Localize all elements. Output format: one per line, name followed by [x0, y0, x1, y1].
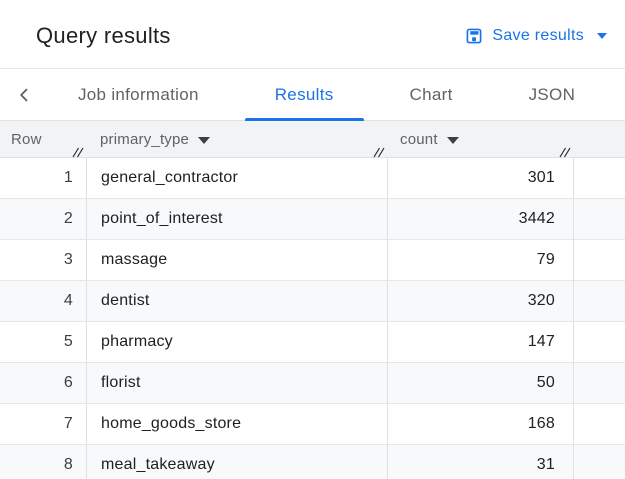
tab-job-information[interactable]: Job information [48, 69, 229, 120]
column-resize-handle[interactable] [372, 145, 385, 158]
table-body: 1 general_contractor 301 2 point_of_inte… [0, 158, 625, 479]
primary-type-cell: dentist [86, 281, 387, 321]
column-header-count: count [387, 121, 573, 158]
panel-header: Query results Save results [0, 0, 625, 68]
tab-label: Chart [409, 84, 453, 104]
tab-chart[interactable]: Chart [380, 69, 483, 120]
table-row: 6 florist 50 [0, 363, 625, 404]
primary-type-cell: general_contractor [86, 158, 387, 198]
save-results-label: Save results [492, 27, 584, 44]
table-row: 4 dentist 320 [0, 281, 625, 322]
primary-type-cell: pharmacy [86, 322, 387, 362]
table-row: 5 pharmacy 147 [0, 322, 625, 363]
primary-type-cell: home_goods_store [86, 404, 387, 444]
save-results-button[interactable]: Save results [463, 23, 609, 49]
column-header-filler [573, 121, 625, 157]
count-cell: 147 [387, 322, 573, 362]
row-number-cell: 6 [63, 374, 73, 391]
count-cell: 301 [387, 158, 573, 198]
table-row: 7 home_goods_store 168 [0, 404, 625, 445]
filler-cell [573, 322, 625, 362]
primary-type-cell: massage [86, 240, 387, 280]
count-cell: 3442 [387, 199, 573, 239]
column-resize-handle[interactable] [71, 145, 84, 158]
tab-label: JSON [528, 84, 576, 104]
filler-cell [573, 240, 625, 280]
tab-json[interactable]: JSON [499, 69, 606, 120]
filler-cell [573, 281, 625, 321]
filler-cell [573, 404, 625, 444]
back-button[interactable] [0, 69, 48, 120]
tab-label: Job information [78, 84, 199, 104]
row-number-cell: 4 [63, 292, 73, 309]
count-cell: 320 [387, 281, 573, 321]
count-cell: 50 [387, 363, 573, 403]
count-cell: 31 [387, 445, 573, 479]
save-icon [465, 27, 483, 45]
tab-results[interactable]: Results [244, 69, 364, 121]
tab-strip: Job information Results Chart JSON [0, 68, 625, 121]
column-label: primary_type [100, 130, 190, 148]
filler-cell [573, 158, 625, 198]
column-label: count [400, 130, 438, 148]
filler-cell [573, 445, 625, 479]
column-header-primary-type: primary_type [86, 121, 387, 158]
row-number-cell: 1 [63, 169, 73, 186]
row-number-cell: 3 [63, 251, 73, 268]
column-menu-caret-icon[interactable] [198, 136, 211, 144]
table-row: 3 massage 79 [0, 240, 625, 281]
table-row: 8 meal_takeaway 31 [0, 445, 625, 479]
row-number-cell: 5 [63, 333, 73, 350]
count-cell: 168 [387, 404, 573, 444]
primary-type-cell: point_of_interest [86, 199, 387, 239]
column-menu-caret-icon[interactable] [446, 136, 459, 144]
primary-type-cell: meal_takeaway [86, 445, 387, 479]
column-header-row: Row [0, 121, 86, 158]
table-row: 2 point_of_interest 3442 [0, 199, 625, 240]
save-dropdown-caret-icon [597, 33, 607, 39]
column-label: Row [11, 130, 42, 148]
row-number-cell: 7 [63, 415, 73, 432]
row-number-cell: 8 [63, 456, 73, 473]
filler-cell [573, 363, 625, 403]
row-number-cell: 2 [63, 210, 73, 227]
column-resize-handle[interactable] [558, 145, 571, 158]
tab-label: Results [274, 84, 334, 104]
filler-cell [573, 199, 625, 239]
page-title: Query results [36, 23, 171, 48]
table-header: Row primary_type count [0, 121, 625, 158]
chevron-left-icon [14, 85, 34, 105]
primary-type-cell: florist [86, 363, 387, 403]
count-cell: 79 [387, 240, 573, 280]
table-row: 1 general_contractor 301 [0, 158, 625, 199]
